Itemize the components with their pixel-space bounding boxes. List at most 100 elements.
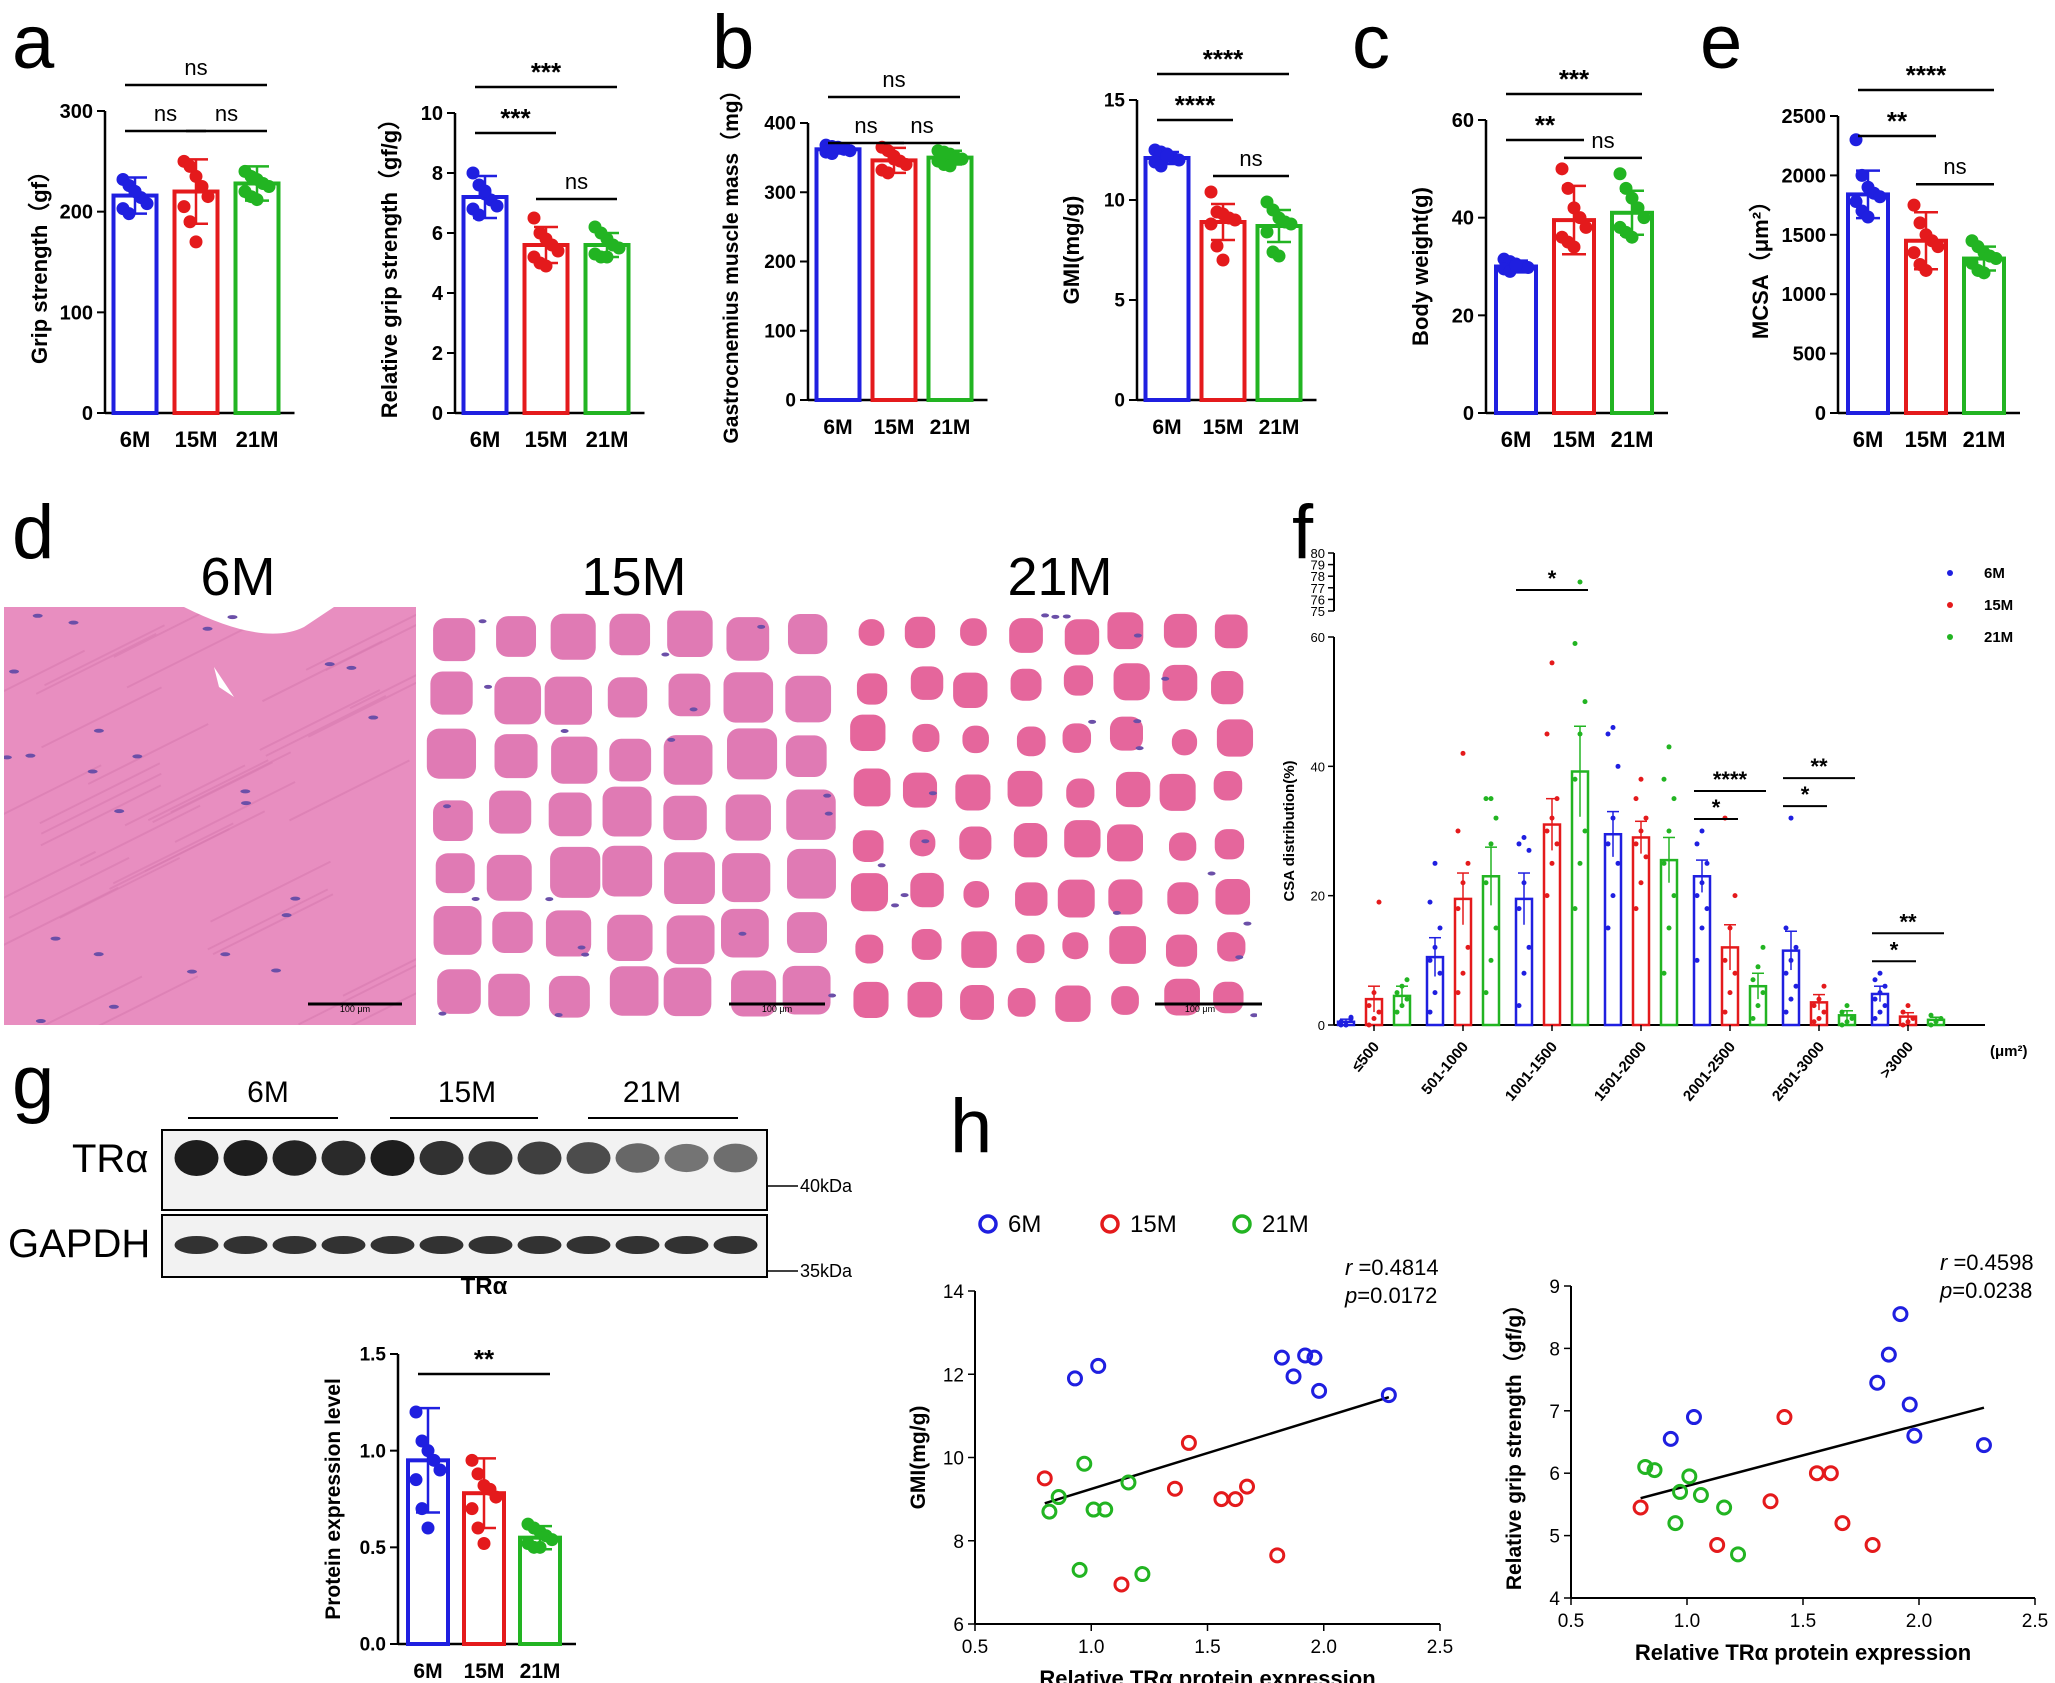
data-point xyxy=(1572,776,1578,782)
significance-label: ** xyxy=(1899,909,1917,934)
data-point xyxy=(1811,1019,1817,1025)
histology-label-6m: 6M xyxy=(200,547,275,607)
nucleus xyxy=(186,969,197,974)
significance-label: ns xyxy=(565,169,588,194)
muscle-fiber xyxy=(1116,771,1151,808)
data-point xyxy=(1404,977,1410,983)
muscle-fiber xyxy=(607,677,648,718)
x-tick-label: 0.5 xyxy=(962,1637,988,1658)
scatter-point-15M xyxy=(1822,1465,1839,1482)
x-tick-label: 0.5 xyxy=(1558,1611,1584,1632)
band-tra xyxy=(272,1140,317,1176)
bar-15M-1501-2000 xyxy=(1631,836,1651,1027)
muscle-fiber xyxy=(1107,612,1144,650)
scatter-point-15M xyxy=(1709,1536,1726,1553)
band-gapdh xyxy=(223,1236,268,1254)
data-point xyxy=(1938,1016,1944,1022)
data-point xyxy=(1727,990,1733,996)
nucleus xyxy=(1133,633,1142,638)
data-point xyxy=(1877,990,1883,996)
nucleus xyxy=(738,931,747,936)
data-point xyxy=(1821,983,1827,989)
data-point xyxy=(1811,1003,1817,1009)
muscle-fiber-streak xyxy=(98,975,199,1025)
histology-images xyxy=(4,607,1262,1025)
x-tick-label: 1501-2000 xyxy=(1591,1039,1650,1105)
muscle-fiber xyxy=(1007,770,1043,807)
data-point xyxy=(177,200,191,214)
data-point xyxy=(1610,815,1616,821)
bar-15M xyxy=(1199,220,1247,402)
data-point xyxy=(140,197,154,211)
data-point xyxy=(1605,925,1611,931)
x-tick-label: 2.5 xyxy=(2022,1611,2048,1632)
nucleus xyxy=(9,669,20,674)
scatter-point-6M xyxy=(1311,1382,1328,1399)
p-symbol: p xyxy=(1939,1278,1952,1303)
data-point xyxy=(1877,1009,1883,1015)
data-point xyxy=(1625,191,1639,205)
muscle-fiber-streak xyxy=(41,686,162,749)
y-tick-label: 4 xyxy=(1549,1589,1560,1610)
y-tick-label: 15 xyxy=(1104,91,1126,112)
nucleus xyxy=(108,1004,119,1009)
y-tick-label: 0 xyxy=(1815,403,1826,425)
data-point xyxy=(1605,731,1611,737)
data-point xyxy=(881,166,895,180)
band-tra xyxy=(566,1142,611,1174)
muscle-fiber xyxy=(727,728,778,780)
data-point xyxy=(943,159,957,173)
data-point xyxy=(1260,225,1274,239)
data-point xyxy=(490,199,504,213)
y-tick-label: 0 xyxy=(432,403,443,425)
nucleus xyxy=(471,896,480,901)
band-gapdh xyxy=(517,1236,562,1254)
significance-label: **** xyxy=(1175,90,1216,120)
nucleus xyxy=(689,707,698,712)
band-tra xyxy=(223,1140,268,1176)
data-point xyxy=(1394,990,1400,996)
y-tick-label: 300 xyxy=(764,183,796,204)
nucleus xyxy=(560,728,569,733)
x-tick-label: 15M xyxy=(525,427,568,452)
data-point xyxy=(1755,1003,1761,1009)
data-point xyxy=(1521,880,1527,886)
tissue-gap xyxy=(214,667,234,697)
scatter-point-6M xyxy=(1285,1368,1302,1385)
significance-label: ** xyxy=(1887,106,1908,136)
data-point xyxy=(1671,893,1677,899)
data-point xyxy=(1882,983,1888,989)
muscle-fiber-streak xyxy=(174,781,296,843)
blot-bands xyxy=(174,1140,758,1254)
muscle-fiber xyxy=(1016,934,1045,964)
nucleus xyxy=(346,665,357,670)
x-tick-label: >3000 xyxy=(1877,1039,1917,1082)
data-point xyxy=(1579,220,1593,234)
data-point xyxy=(1567,240,1581,254)
panel-letter-d: d xyxy=(12,490,54,575)
bar-6M xyxy=(111,193,159,415)
data-point xyxy=(189,235,203,249)
significance-label: ** xyxy=(1810,754,1828,779)
blot-row-label-tra: TRα xyxy=(72,1137,148,1181)
muscle-fiber xyxy=(1016,726,1046,757)
x-tick-label: 6M xyxy=(470,427,501,452)
muscle-fiber xyxy=(1108,879,1143,915)
scatter-point-15M xyxy=(1834,1515,1851,1532)
x-tick-label: 2.0 xyxy=(1906,1611,1932,1632)
scatter-point-6M xyxy=(1685,1409,1702,1426)
muscle-fiber xyxy=(1055,985,1091,1022)
y-tick-label: 12 xyxy=(943,1365,964,1386)
significance-label: ns xyxy=(854,113,877,138)
muscle-fiber xyxy=(853,768,891,807)
nucleus xyxy=(1250,1013,1257,1018)
muscle-fiber xyxy=(435,853,475,894)
muscle-fiber xyxy=(902,772,938,808)
data-point xyxy=(1788,815,1794,821)
data-point xyxy=(1460,970,1466,976)
nucleus xyxy=(921,839,930,844)
muscle-fiber xyxy=(1167,882,1199,915)
chart-title: TRα xyxy=(461,1273,508,1300)
